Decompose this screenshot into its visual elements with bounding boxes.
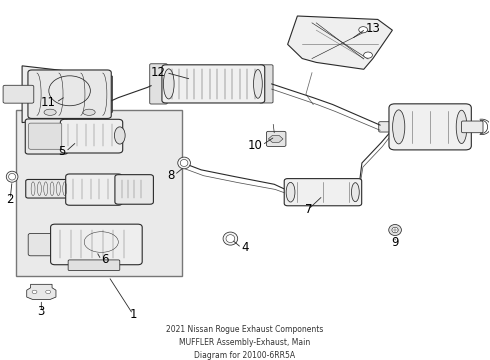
- Text: 6: 6: [101, 253, 109, 266]
- FancyBboxPatch shape: [29, 123, 62, 149]
- Text: 10: 10: [247, 139, 262, 152]
- Ellipse shape: [456, 110, 467, 144]
- FancyBboxPatch shape: [66, 174, 122, 205]
- Text: 3: 3: [38, 305, 45, 318]
- Text: 13: 13: [366, 22, 381, 35]
- Ellipse shape: [163, 69, 174, 99]
- Ellipse shape: [223, 232, 238, 245]
- FancyBboxPatch shape: [150, 64, 167, 104]
- Ellipse shape: [392, 110, 405, 144]
- Text: Diagram for 20100-6RR5A: Diagram for 20100-6RR5A: [195, 351, 295, 360]
- Ellipse shape: [83, 109, 95, 115]
- FancyBboxPatch shape: [284, 179, 362, 206]
- Polygon shape: [288, 16, 392, 69]
- Ellipse shape: [46, 290, 50, 294]
- FancyBboxPatch shape: [25, 119, 68, 154]
- Polygon shape: [22, 66, 112, 122]
- FancyBboxPatch shape: [462, 121, 483, 133]
- Ellipse shape: [180, 159, 188, 166]
- Polygon shape: [27, 284, 56, 300]
- Ellipse shape: [115, 127, 125, 144]
- Ellipse shape: [389, 225, 401, 235]
- Ellipse shape: [359, 27, 368, 33]
- FancyBboxPatch shape: [389, 104, 471, 150]
- Ellipse shape: [178, 157, 191, 169]
- FancyBboxPatch shape: [28, 70, 111, 118]
- Text: 11: 11: [41, 96, 56, 109]
- FancyBboxPatch shape: [3, 85, 34, 103]
- Ellipse shape: [351, 183, 359, 202]
- FancyBboxPatch shape: [50, 224, 142, 265]
- Text: 2: 2: [6, 193, 14, 206]
- Text: MUFFLER Assembly-Exhaust, Main: MUFFLER Assembly-Exhaust, Main: [179, 338, 311, 347]
- FancyBboxPatch shape: [115, 175, 153, 204]
- Ellipse shape: [44, 109, 56, 115]
- Text: 12: 12: [151, 66, 166, 79]
- Text: 9: 9: [392, 236, 399, 249]
- Text: 5: 5: [58, 145, 66, 158]
- Ellipse shape: [253, 69, 262, 98]
- Text: 4: 4: [242, 242, 249, 255]
- FancyBboxPatch shape: [60, 119, 122, 153]
- FancyBboxPatch shape: [68, 260, 120, 271]
- FancyBboxPatch shape: [26, 180, 72, 198]
- Ellipse shape: [32, 290, 37, 294]
- FancyBboxPatch shape: [28, 233, 60, 256]
- Text: 1: 1: [129, 308, 137, 321]
- FancyBboxPatch shape: [16, 110, 182, 276]
- FancyBboxPatch shape: [267, 131, 286, 147]
- Text: 2021 Nissan Rogue Exhaust Components: 2021 Nissan Rogue Exhaust Components: [166, 325, 324, 334]
- Ellipse shape: [6, 171, 18, 182]
- FancyBboxPatch shape: [162, 65, 265, 103]
- Ellipse shape: [226, 235, 235, 243]
- Text: 8: 8: [167, 168, 174, 181]
- FancyBboxPatch shape: [259, 65, 273, 103]
- Ellipse shape: [9, 174, 16, 180]
- Polygon shape: [269, 135, 283, 142]
- Ellipse shape: [286, 183, 295, 202]
- FancyBboxPatch shape: [379, 122, 396, 132]
- Ellipse shape: [392, 227, 398, 233]
- Text: 7: 7: [305, 203, 312, 216]
- Ellipse shape: [364, 52, 372, 58]
